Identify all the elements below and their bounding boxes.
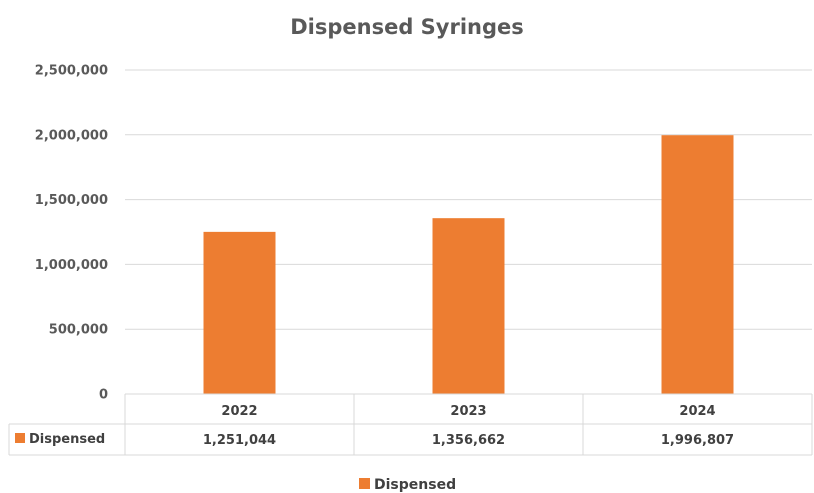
legend-label: Dispensed (374, 477, 456, 493)
y-axis-tick-labels: 0 500,000 1,000,000 1,500,000 2,000,000 2,500… (35, 64, 108, 403)
table-value-cell: 1,996,807 (661, 433, 734, 448)
legend-swatch (359, 478, 370, 489)
y-tick-label: 2,500,000 (35, 64, 108, 79)
y-tick-label: 500,000 (49, 323, 108, 338)
y-tick-label: 1,000,000 (35, 258, 108, 273)
x-category-label: 2024 (679, 404, 715, 419)
bars (203, 135, 734, 394)
table-series-swatch (15, 433, 25, 443)
bar-2023 (432, 218, 505, 394)
bar-2024 (661, 135, 734, 394)
x-category-label: 2023 (450, 404, 486, 419)
y-tick-label: 1,500,000 (35, 193, 108, 208)
legend: Dispensed (359, 477, 456, 493)
bar-2022 (203, 231, 276, 394)
y-tick-label: 2,000,000 (35, 128, 108, 143)
y-tick-label: 0 (99, 388, 108, 403)
data-table: 2022 1,251,044 2023 1,356,662 2024 1,996,807 D… (8, 393, 813, 456)
chart-title: Dispensed Syringes (290, 15, 524, 39)
table-value-cell: 1,251,044 (203, 433, 276, 448)
x-category-label: 2022 (221, 404, 257, 419)
table-series-label: Dispensed (29, 432, 105, 447)
table-value-cell: 1,356,662 (432, 433, 505, 448)
